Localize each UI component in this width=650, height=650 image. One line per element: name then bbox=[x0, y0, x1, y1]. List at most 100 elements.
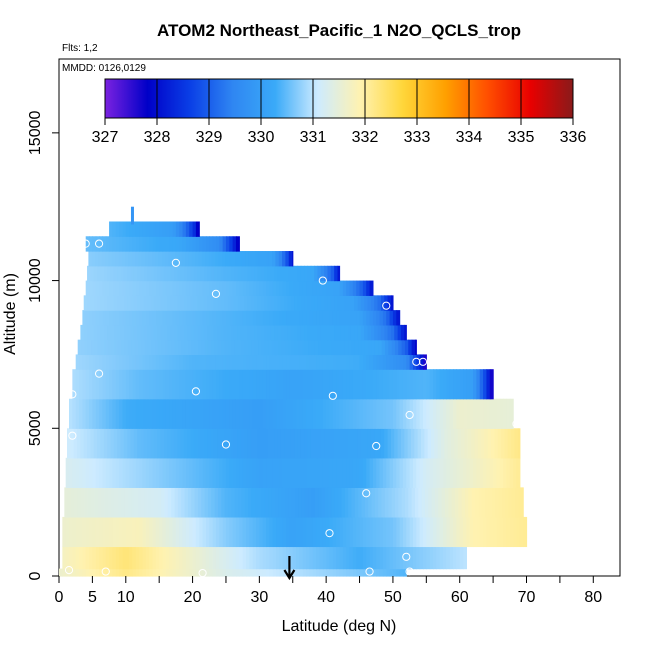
curtain-cell bbox=[289, 280, 294, 296]
curtain-cell bbox=[210, 428, 215, 459]
curtain-cell bbox=[511, 487, 516, 518]
curtain-cell bbox=[83, 428, 88, 459]
curtain-cell bbox=[379, 354, 384, 370]
curtain-cell bbox=[247, 324, 252, 341]
curtain-cell bbox=[259, 398, 264, 429]
curtain-cell bbox=[107, 295, 112, 311]
curtain-cell bbox=[308, 487, 313, 518]
curtain-cell bbox=[113, 265, 118, 282]
curtain-cell bbox=[130, 265, 135, 282]
curtain-cell bbox=[296, 457, 301, 488]
curtain-cell bbox=[342, 457, 347, 488]
curtain-cell bbox=[149, 398, 154, 429]
curtain-cell bbox=[112, 516, 117, 548]
curtain-cell bbox=[478, 487, 483, 518]
curtain-cell bbox=[192, 221, 197, 237]
curtain-cell bbox=[242, 354, 247, 370]
curtain-cell bbox=[180, 265, 185, 282]
curtain-cell bbox=[256, 546, 260, 570]
curtain-cell bbox=[165, 354, 170, 370]
curtain-cell bbox=[125, 236, 130, 252]
curtain-cell bbox=[256, 516, 260, 548]
curtain-cell bbox=[85, 369, 90, 400]
curtain-cell bbox=[367, 295, 372, 311]
curtain-cell bbox=[464, 428, 469, 459]
curtain-cell bbox=[172, 354, 177, 370]
curtain-cell bbox=[258, 487, 262, 518]
curtain-cell bbox=[169, 236, 174, 252]
curtain-cell bbox=[75, 457, 80, 488]
curtain-cell bbox=[172, 457, 177, 488]
curtain-cell bbox=[394, 339, 399, 356]
curtain-cell bbox=[439, 516, 444, 548]
curtain-cell bbox=[242, 369, 247, 400]
curtain-cell bbox=[282, 251, 286, 267]
curtain-cell bbox=[362, 457, 367, 488]
curtain-cell bbox=[292, 280, 297, 296]
curtain-cell bbox=[259, 457, 264, 488]
curtain-cell bbox=[197, 487, 202, 518]
curtain-cell bbox=[169, 457, 174, 488]
curtain-cell bbox=[272, 354, 277, 370]
curtain-cell bbox=[296, 516, 301, 548]
curtain-cell bbox=[268, 339, 272, 356]
curtain-cell bbox=[339, 369, 344, 400]
curtain-cell bbox=[270, 265, 275, 282]
curtain-cell bbox=[75, 354, 80, 370]
curtain-cell bbox=[377, 428, 382, 459]
curtain-cell bbox=[104, 487, 109, 518]
curtain-cell bbox=[185, 310, 190, 326]
curtain-cell bbox=[306, 457, 311, 488]
curtain-cell bbox=[195, 516, 200, 548]
curtain-cell bbox=[179, 354, 184, 370]
curtain-cell bbox=[142, 221, 147, 237]
curtain-cell bbox=[120, 295, 125, 311]
curtain-cell bbox=[327, 428, 332, 459]
curtain-cell bbox=[422, 457, 427, 488]
arrow-head bbox=[283, 569, 296, 581]
curtain-cell bbox=[294, 324, 299, 341]
curtain-cell bbox=[179, 516, 184, 548]
curtain-cell bbox=[371, 487, 376, 518]
curtain-row bbox=[64, 487, 524, 518]
curtain-cell bbox=[189, 516, 194, 548]
curtain-cell bbox=[110, 428, 115, 459]
curtain-cell bbox=[356, 310, 361, 326]
curtain-cell bbox=[172, 546, 177, 570]
curtain-cell bbox=[157, 265, 162, 282]
curtain-cell bbox=[139, 457, 144, 488]
curtain-cell bbox=[155, 280, 160, 296]
curtain-cell bbox=[433, 516, 437, 548]
curtain-cell bbox=[237, 324, 242, 341]
curtain-cell bbox=[82, 546, 87, 570]
curtain-cell bbox=[257, 265, 262, 282]
curtain-cell bbox=[256, 568, 260, 577]
curtain-cell bbox=[246, 398, 250, 429]
curtain-cell bbox=[269, 568, 274, 577]
curtain-cell bbox=[314, 295, 319, 311]
curtain-cell bbox=[326, 310, 331, 326]
curtain-cell bbox=[235, 354, 240, 370]
curtain-cell bbox=[361, 487, 366, 518]
curtain-cell bbox=[75, 546, 80, 570]
curtain-cell bbox=[364, 339, 369, 356]
curtain-cell bbox=[399, 369, 404, 400]
curtain-cell bbox=[266, 354, 270, 370]
curtain-cell bbox=[64, 487, 69, 518]
curtain-cell bbox=[319, 457, 324, 488]
curtain-cell bbox=[69, 457, 73, 488]
curtain-cell bbox=[229, 398, 234, 429]
curtain-cell bbox=[192, 310, 197, 326]
curtain-cell bbox=[419, 457, 424, 488]
curtain-cell bbox=[392, 546, 397, 570]
curtain-cell bbox=[149, 516, 154, 548]
curtain-cell bbox=[119, 354, 124, 370]
curtain-cell bbox=[122, 221, 127, 237]
curtain-cell bbox=[104, 339, 109, 356]
curtain-cell bbox=[397, 324, 402, 341]
curtain-cell bbox=[272, 251, 276, 267]
curtain-cell bbox=[115, 398, 120, 429]
curtain-cell bbox=[291, 339, 296, 356]
curtain-cell bbox=[483, 398, 488, 429]
curtain-cell bbox=[306, 568, 311, 577]
